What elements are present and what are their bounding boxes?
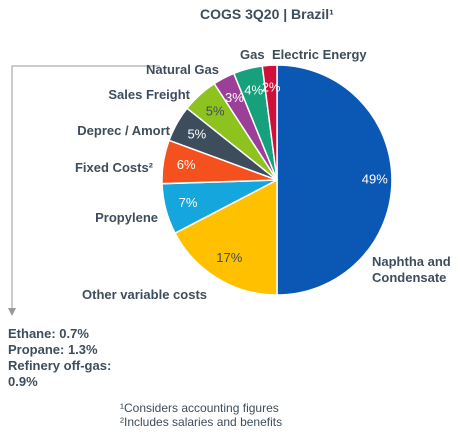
data-label: 4%	[244, 82, 263, 97]
category-label: Deprec / Amort	[77, 123, 170, 138]
pie-slice	[276, 64, 393, 296]
note: Ethane: 0.7%	[8, 326, 89, 341]
category-label: Propylene	[95, 210, 158, 225]
data-label: 49%	[362, 171, 388, 186]
category-label: Gas	[240, 47, 265, 62]
note: Refinery off-gas: 0.9%	[8, 358, 112, 389]
category-label: Sales Freight	[108, 87, 190, 102]
footnote: ¹Considers accounting figures	[120, 401, 279, 415]
pie-slice	[174, 178, 278, 296]
data-label: 3%	[225, 90, 244, 105]
category-label: Electric Energy	[272, 47, 367, 62]
data-label: 6%	[177, 157, 196, 172]
category-label: Naphtha and Condensate	[372, 254, 451, 285]
category-label: Other variable costs	[82, 287, 207, 302]
bracket	[11, 65, 160, 312]
category-label: Natural Gas	[146, 62, 219, 77]
note: Propane: 1.3%	[8, 342, 98, 357]
pie-slice	[261, 64, 278, 181]
data-label: 7%	[179, 195, 198, 210]
data-label: 5%	[206, 103, 225, 118]
category-label: Fixed Costs²	[74, 160, 153, 175]
data-label: 2%	[262, 80, 281, 95]
footnote: ²Includes salaries and benefits	[120, 415, 283, 429]
data-label: 5%	[187, 126, 206, 141]
arrow	[8, 308, 16, 316]
data-label: 17%	[216, 250, 242, 265]
chart-title: COGS 3Q20 | Brazil¹	[200, 6, 334, 22]
